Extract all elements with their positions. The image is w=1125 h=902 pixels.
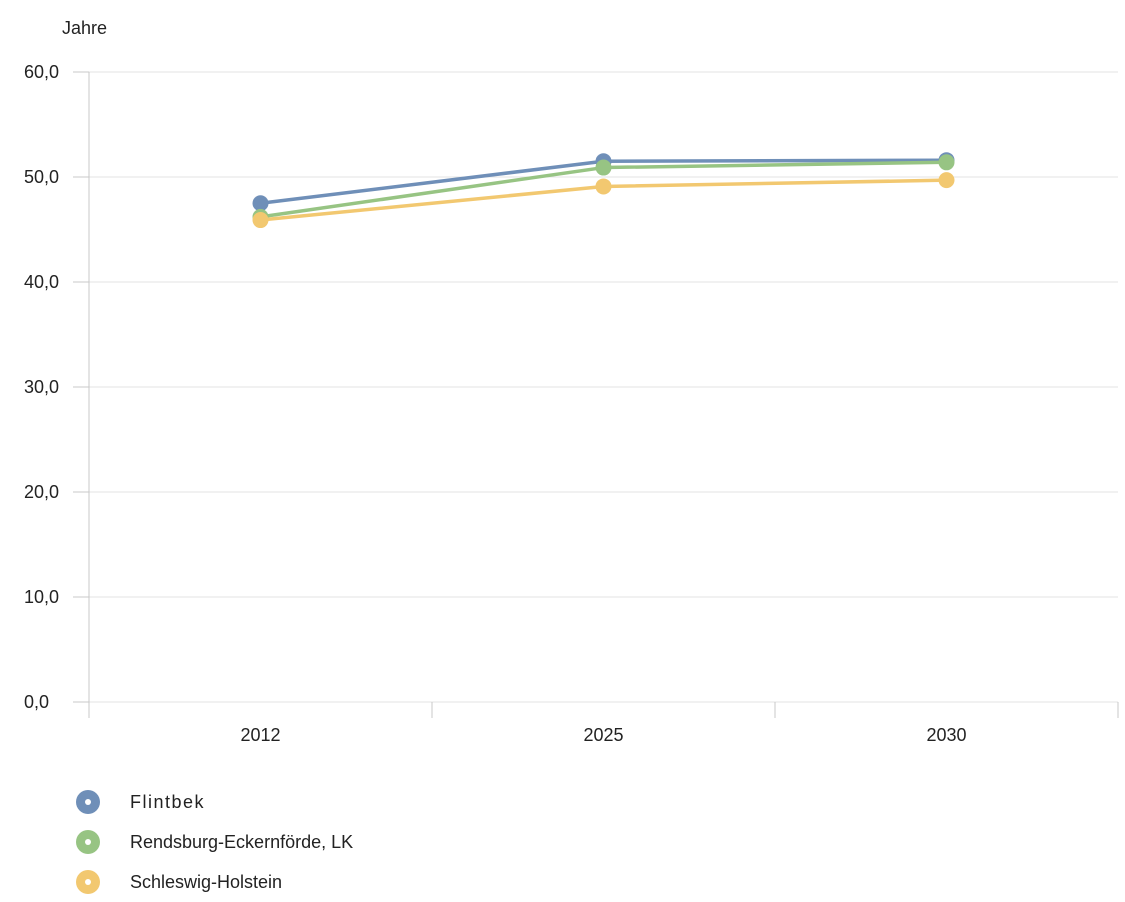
series-2: [252, 172, 955, 229]
y-tick-label: 10,0: [24, 587, 59, 607]
data-point: [252, 195, 269, 212]
y-tick-label: 20,0: [24, 482, 59, 502]
series-lines: [252, 152, 955, 229]
legend-item-schleswig-holstein[interactable]: Schleswig-Holstein: [76, 862, 353, 902]
y-tick-label: 60,0: [24, 62, 59, 82]
data-point: [595, 178, 612, 195]
y-tick-label: 30,0: [24, 377, 59, 397]
y-tick-label: 50,0: [24, 167, 59, 187]
legend: Flintbek Rendsburg-Eckernförde, LK Schle…: [76, 782, 353, 902]
x-tick-label: 2030: [926, 725, 966, 745]
legend-label: Schleswig-Holstein: [130, 871, 283, 892]
data-point: [938, 154, 955, 171]
y-axis-unit-label: Jahre: [62, 18, 107, 38]
legend-label: Flintbek: [130, 791, 206, 812]
axes: [73, 71, 1119, 718]
legend-item-flintbek[interactable]: Flintbek: [76, 782, 353, 822]
y-tick-labels: 0,0 10,0 20,0 30,0 40,0 50,0 60,0: [24, 62, 59, 712]
x-tick-label: 2025: [583, 725, 623, 745]
x-tick-label: 2012: [240, 725, 280, 745]
gridlines: [89, 71, 1118, 703]
legend-marker-icon: [76, 790, 100, 814]
legend-label: Rendsburg-Eckernförde, LK: [130, 831, 354, 852]
x-tick-labels: 2012 2025 2030: [240, 725, 966, 745]
legend-item-rendsburg-eckernfoerde[interactable]: Rendsburg-Eckernförde, LK: [76, 822, 353, 862]
y-tick-label: 0,0: [24, 692, 49, 712]
y-tick-label: 40,0: [24, 272, 59, 292]
data-point: [938, 172, 955, 189]
legend-marker-icon: [76, 830, 100, 854]
legend-marker-icon: [76, 870, 100, 894]
data-point: [252, 212, 269, 229]
data-point: [595, 159, 612, 176]
